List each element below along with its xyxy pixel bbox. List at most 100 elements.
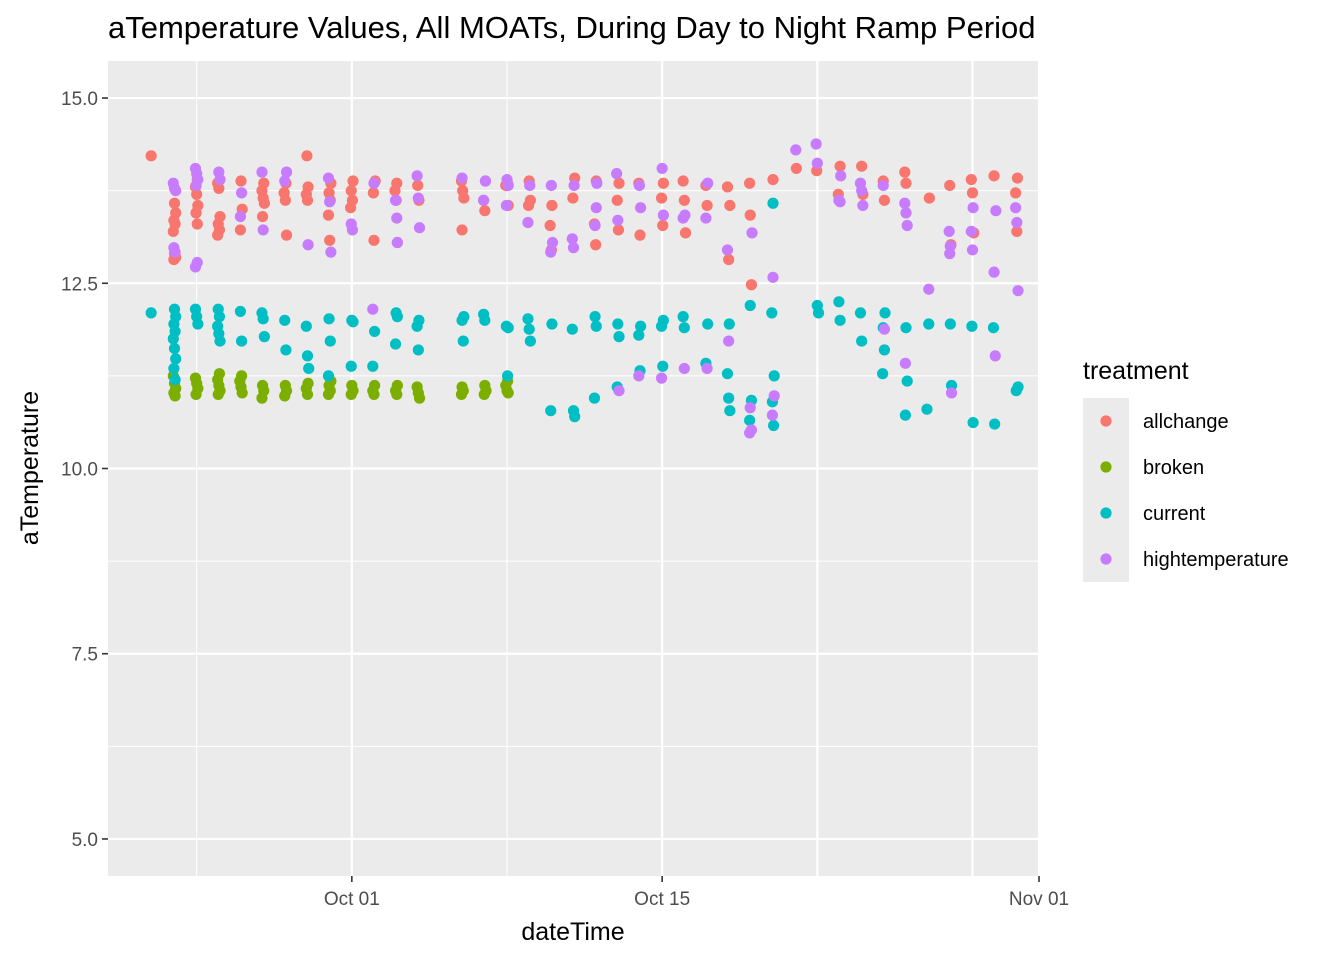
legend-key-hightemperature bbox=[1100, 553, 1112, 565]
data-point-allchange bbox=[679, 227, 692, 239]
data-point-allchange bbox=[235, 175, 247, 187]
data-point-current bbox=[524, 335, 536, 347]
data-point-current bbox=[854, 307, 867, 319]
data-point-allchange bbox=[677, 175, 689, 187]
data-point-allchange bbox=[256, 210, 269, 223]
series-hightemperature bbox=[167, 138, 1024, 439]
data-point-allchange bbox=[965, 173, 977, 186]
data-point-current bbox=[812, 307, 825, 319]
data-point-allchange bbox=[567, 192, 579, 204]
data-point-hightemperature bbox=[899, 197, 911, 209]
data-point-hightemperature bbox=[612, 214, 624, 226]
data-point-current bbox=[768, 419, 780, 432]
data-point-allchange bbox=[611, 194, 623, 206]
data-point-current bbox=[900, 322, 912, 334]
data-point-hightemperature bbox=[500, 199, 512, 212]
data-point-allchange bbox=[456, 224, 468, 236]
data-point-hightemperature bbox=[700, 212, 712, 224]
data-point-current bbox=[347, 316, 359, 328]
data-point-hightemperature bbox=[702, 177, 714, 189]
data-point-current bbox=[214, 335, 226, 347]
legend-key-allchange bbox=[1100, 415, 1112, 427]
x-tick-label: Oct 15 bbox=[634, 889, 690, 910]
data-point-current bbox=[192, 318, 204, 330]
data-point-broken bbox=[301, 388, 314, 401]
y-axis-title: aTemperature bbox=[16, 391, 44, 545]
data-point-hightemperature bbox=[899, 357, 912, 369]
data-point-hightemperature bbox=[456, 172, 468, 184]
chart-title: aTemperature Values, All MOATs, During D… bbox=[108, 10, 1036, 45]
data-point-allchange bbox=[279, 194, 291, 206]
data-point-current bbox=[612, 318, 624, 330]
data-point-hightemperature bbox=[945, 387, 958, 399]
data-point-hightemperature bbox=[346, 224, 359, 236]
data-point-hightemperature bbox=[967, 202, 979, 214]
x-tick-label: Oct 01 bbox=[324, 889, 380, 910]
series-current bbox=[145, 197, 1024, 432]
data-point-allchange bbox=[944, 179, 956, 192]
data-point-hightemperature bbox=[613, 385, 625, 397]
y-tick-label: 15.0 bbox=[61, 89, 98, 110]
data-point-current bbox=[170, 353, 182, 365]
data-point-hightemperature bbox=[236, 187, 248, 199]
data-point-allchange bbox=[723, 253, 735, 266]
data-point-current bbox=[300, 320, 312, 332]
data-point-hightemperature bbox=[214, 173, 226, 186]
data-point-hightemperature bbox=[633, 179, 646, 192]
data-point-current bbox=[500, 320, 512, 332]
data-point-allchange bbox=[191, 218, 203, 230]
legend-items: allchange broken current hightemperature bbox=[1083, 398, 1289, 582]
data-point-allchange bbox=[744, 177, 756, 189]
data-point-current bbox=[322, 370, 335, 382]
data-point-allchange bbox=[458, 192, 470, 204]
data-point-hightemperature bbox=[389, 194, 402, 206]
data-point-hightemperature bbox=[302, 239, 314, 251]
data-point-hightemperature bbox=[657, 209, 669, 221]
y-tick-label: 5.0 bbox=[72, 830, 98, 851]
data-point-broken bbox=[391, 388, 403, 401]
data-point-broken bbox=[478, 388, 490, 401]
data-point-broken bbox=[279, 390, 291, 402]
data-point-current bbox=[856, 335, 868, 347]
data-point-current bbox=[677, 311, 689, 323]
data-point-allchange bbox=[745, 279, 758, 291]
data-point-hightemperature bbox=[677, 212, 689, 224]
data-point-hightemperature bbox=[611, 168, 623, 180]
data-point-current bbox=[546, 318, 558, 330]
data-point-allchange bbox=[190, 207, 202, 219]
data-point-current bbox=[655, 320, 668, 332]
data-point-current bbox=[566, 323, 578, 335]
data-point-current bbox=[457, 335, 469, 347]
data-point-current bbox=[724, 405, 736, 417]
data-point-current bbox=[768, 370, 780, 382]
data-point-current bbox=[921, 403, 933, 415]
data-point-allchange bbox=[590, 239, 602, 251]
data-point-allchange bbox=[367, 187, 379, 199]
data-point-current bbox=[523, 323, 535, 335]
data-point-hightemperature bbox=[835, 170, 847, 182]
data-point-allchange bbox=[721, 181, 734, 193]
data-point-current bbox=[633, 329, 645, 341]
y-tick-label: 7.5 bbox=[72, 645, 98, 666]
data-point-allchange bbox=[701, 199, 713, 212]
data-point-hightemperature bbox=[923, 283, 935, 295]
data-point-current bbox=[391, 311, 403, 323]
legend-key-current bbox=[1100, 507, 1112, 519]
data-point-allchange bbox=[168, 197, 181, 209]
data-point-allchange bbox=[1011, 172, 1024, 184]
legend-label-current: current bbox=[1143, 503, 1206, 525]
legend: treatment allchange broken current hightemp… bbox=[1083, 357, 1289, 582]
data-point-allchange bbox=[145, 150, 157, 162]
data-point-current bbox=[702, 318, 714, 330]
data-point-current bbox=[589, 311, 601, 323]
data-point-current bbox=[213, 311, 226, 323]
data-point-hightemperature bbox=[367, 303, 379, 315]
data-point-hightemperature bbox=[545, 246, 557, 258]
data-point-hightemperature bbox=[744, 402, 756, 414]
data-point-allchange bbox=[655, 192, 668, 204]
data-point-hightemperature bbox=[901, 219, 913, 232]
data-point-allchange bbox=[280, 229, 293, 241]
data-point-allchange bbox=[324, 234, 336, 246]
data-point-allchange bbox=[988, 170, 1000, 182]
data-point-allchange bbox=[522, 199, 535, 212]
